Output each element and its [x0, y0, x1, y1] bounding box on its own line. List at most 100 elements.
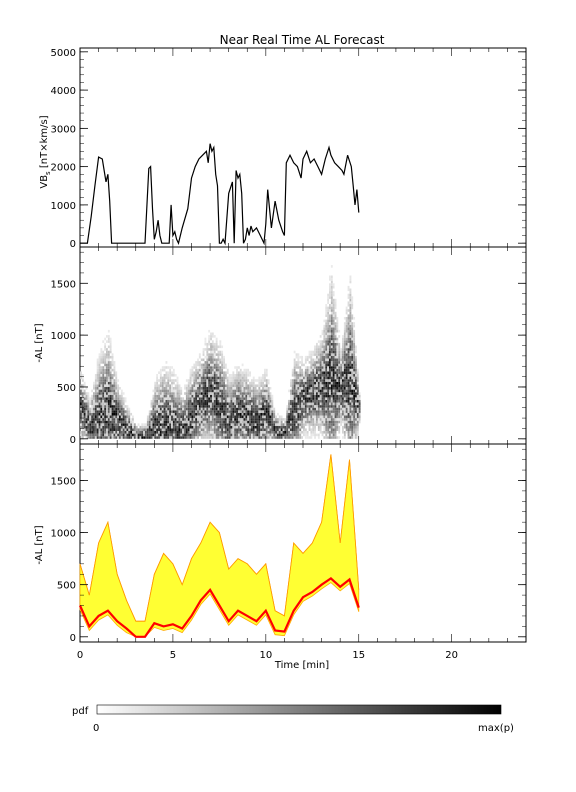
pdf-cell: [228, 423, 231, 426]
pdf-cell: [264, 420, 266, 424]
pdf-cell: [232, 394, 235, 398]
pdf-cell: [330, 420, 333, 424]
pdf-cell: [269, 407, 272, 411]
pdf-cell: [236, 402, 238, 406]
pdf-cell: [265, 433, 268, 437]
pdf-cell: [347, 345, 350, 349]
pdf-cell: [145, 431, 147, 434]
pdf-cell: [223, 425, 225, 429]
pdf-cell: [254, 402, 257, 406]
pdf-cell: [130, 431, 133, 434]
pdf-cell: [275, 431, 277, 434]
pdf-cell: [204, 431, 207, 434]
pdf-cell: [332, 368, 335, 372]
pdf-cell: [115, 379, 118, 382]
pdf-cell: [277, 431, 279, 434]
pdf-cell: [356, 431, 359, 434]
pdf-cell: [334, 374, 337, 377]
pdf-cell: [165, 433, 168, 437]
pdf-cell: [355, 407, 357, 411]
pdf-cell: [167, 436, 170, 439]
pdf-cell: [158, 431, 160, 434]
pdf-cell: [197, 423, 199, 426]
pdf-cell: [111, 405, 114, 408]
pdf-cell: [342, 335, 344, 338]
pdf-cell: [119, 407, 121, 411]
pdf-cell: [273, 431, 276, 434]
pdf-cell: [267, 425, 270, 429]
pdf-cell: [213, 342, 216, 346]
ytick-label: 1500: [51, 476, 76, 487]
pdf-cell: [146, 420, 149, 424]
pdf-cell: [325, 397, 328, 400]
pdf-cell: [327, 342, 330, 346]
pdf-cell: [193, 376, 196, 380]
pdf-cell: [243, 423, 246, 426]
pdf-cell: [109, 425, 112, 429]
pdf-cell: [146, 436, 149, 439]
pdf-cell: [239, 436, 242, 439]
pdf-cell: [189, 433, 192, 437]
pdf-cell: [347, 355, 350, 359]
pdf-cell: [349, 329, 352, 333]
pdf-cell: [288, 428, 290, 431]
pdf-cell: [81, 374, 84, 377]
pdf-cell: [219, 340, 222, 343]
pdf-cell: [336, 402, 339, 406]
pdf-cell: [295, 407, 298, 411]
pdf-cell: [329, 407, 331, 411]
pdf-cell: [299, 399, 302, 403]
pdf-cell: [351, 324, 354, 328]
pdf-cell: [206, 345, 209, 349]
pdf-cell: [239, 389, 242, 393]
pdf-cell: [295, 431, 298, 434]
pdf-cell: [208, 418, 211, 421]
pdf-cell: [347, 436, 350, 439]
pdf-cell: [224, 415, 227, 419]
xtick-label: 10: [259, 650, 272, 661]
pdf-cell: [215, 420, 218, 424]
pdf-cell: [223, 381, 225, 385]
pdf-cell: [107, 387, 110, 390]
pdf-cell: [351, 374, 354, 377]
pdf-cell: [195, 436, 198, 439]
pdf-ylabel: -AL [nT]: [34, 323, 45, 362]
pdf-cell: [106, 436, 108, 439]
pdf-cell: [319, 376, 322, 380]
pdf-cell: [319, 381, 322, 385]
pdf-cell: [334, 355, 337, 359]
pdf-cell: [334, 418, 337, 421]
pdf-cell: [306, 423, 309, 426]
pdf-cell: [104, 379, 107, 382]
pdf-cell: [184, 387, 186, 390]
pdf-cell: [169, 392, 172, 395]
xtick-label: 0: [77, 650, 83, 661]
pdf-cell: [87, 397, 90, 400]
pdf-cell: [172, 402, 175, 406]
pdf-cell: [314, 345, 316, 349]
pdf-cell: [330, 291, 333, 294]
ytick-label: 0: [70, 239, 76, 250]
pdf-cell: [176, 384, 179, 387]
pdf-cell: [330, 288, 333, 292]
pdf-cell: [293, 371, 296, 374]
pdf-cell: [308, 353, 311, 356]
pdf-cell: [197, 387, 199, 390]
pdf-cell: [332, 374, 335, 377]
pdf-cell: [284, 428, 287, 431]
pdf-cell: [332, 353, 335, 356]
pdf-cell: [343, 379, 346, 382]
pdf-cell: [85, 410, 88, 413]
pdf-cell: [345, 311, 348, 315]
pdf-cell: [295, 394, 298, 398]
pdf-cell: [91, 397, 94, 400]
pdf-cell: [141, 425, 144, 429]
pdf-cell: [200, 374, 203, 377]
pdf-cell: [109, 363, 112, 367]
pdf-cell: [323, 358, 326, 362]
pdf-cell: [258, 402, 261, 406]
pdf-cell: [182, 431, 185, 434]
pdf-cell: [228, 402, 231, 406]
pdf-cell: [351, 433, 354, 437]
pdf-cell: [115, 384, 118, 387]
